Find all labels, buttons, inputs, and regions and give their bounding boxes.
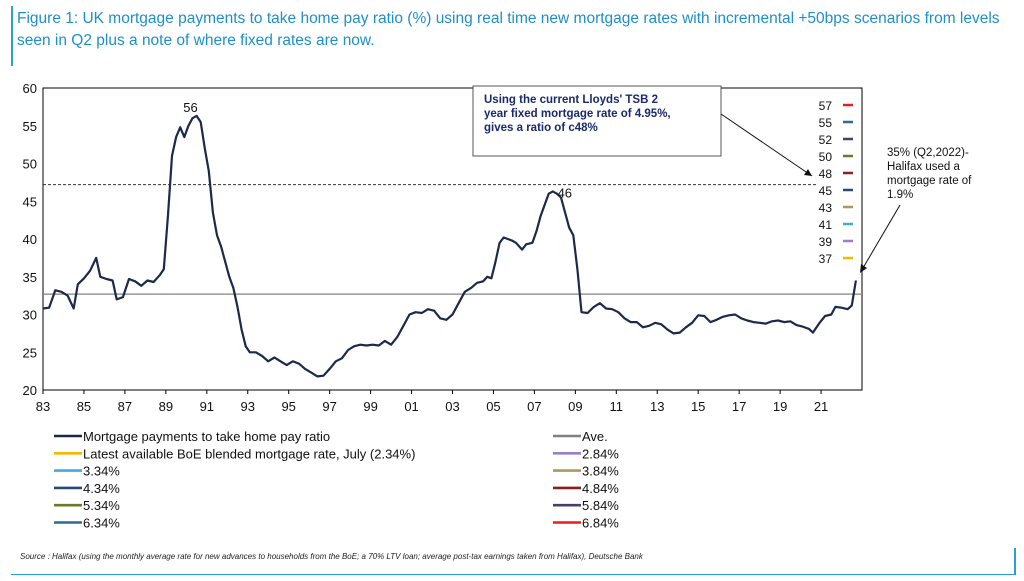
legend-label: 5.34% xyxy=(83,498,120,513)
y-tick-label: 55 xyxy=(23,119,37,134)
x-tick-label: 01 xyxy=(404,399,418,414)
peak-label: 46 xyxy=(558,185,572,200)
x-tick-label: 05 xyxy=(486,399,500,414)
scenario-label: 41 xyxy=(819,218,833,232)
legend-label: 4.34% xyxy=(83,481,120,496)
scenario-label: 52 xyxy=(819,133,833,147)
x-tick-label: 99 xyxy=(363,399,377,414)
y-tick-label: 40 xyxy=(23,232,37,247)
scenario-label: 45 xyxy=(819,184,833,198)
note-text: 35% (Q2,2022)- xyxy=(887,147,969,159)
peak-label: 56 xyxy=(183,100,197,115)
y-tick-label: 20 xyxy=(23,383,37,398)
x-tick-label: 85 xyxy=(77,399,91,414)
legend-label: 3.34% xyxy=(83,464,120,479)
scenario-label: 48 xyxy=(819,167,833,181)
callout-arrowhead xyxy=(804,169,812,176)
x-tick-label: 07 xyxy=(527,399,541,414)
legend-label: 4.84% xyxy=(582,481,619,496)
chart-series xyxy=(42,114,857,378)
callout-box xyxy=(472,85,722,157)
x-tick-label: 83 xyxy=(36,399,50,414)
y-tick-label: 45 xyxy=(23,194,37,209)
title-accent-bar xyxy=(11,6,13,66)
note-arrowhead xyxy=(860,264,867,273)
y-tick-label: 60 xyxy=(23,81,37,96)
line-chart: 20 25 30 35 40 45 50 55 60 83 85 87 89 91 93 95 97 99 01 03… xyxy=(23,81,973,531)
scenario-label: 37 xyxy=(819,252,833,266)
x-tick-label: 97 xyxy=(322,399,336,414)
callout-text: Using the current Lloyds' TSB 2 xyxy=(484,94,658,106)
callout-text: gives a ratio of c48% xyxy=(484,122,598,134)
y-tick-label: 35 xyxy=(23,270,37,285)
scenario-label: 57 xyxy=(819,99,833,113)
x-tick-label: 19 xyxy=(773,399,787,414)
note-text: Halifax used a xyxy=(887,161,960,173)
scenario-label: 50 xyxy=(819,150,833,164)
callout-arrow xyxy=(720,113,813,177)
note-arrow xyxy=(862,204,901,269)
x-tick-label: 21 xyxy=(814,399,828,414)
x-tick-label: 91 xyxy=(200,399,214,414)
frame-bottom-rule xyxy=(11,574,1016,575)
chart-legend: Mortgage payments to take home pay ratio… xyxy=(54,429,619,531)
legend-label: Latest available BoE blended mortgage ra… xyxy=(83,446,415,461)
x-tick-label: 89 xyxy=(159,399,173,414)
callout-text: year fixed mortgage rate of 4.95%, xyxy=(484,108,671,120)
legend-label: Mortgage payments to take home pay ratio xyxy=(83,429,330,444)
x-tick-label: 03 xyxy=(445,399,459,414)
legend-label: 6.34% xyxy=(83,516,120,531)
x-tick-label: 15 xyxy=(691,399,705,414)
figure-title: Figure 1: UK mortgage payments to take h… xyxy=(17,10,1000,49)
x-tick-label: 87 xyxy=(118,399,132,414)
scenario-label: 55 xyxy=(819,116,833,130)
y-tick-label: 30 xyxy=(23,308,37,323)
scenario-label: 43 xyxy=(819,201,833,215)
note-text: 1.9% xyxy=(887,189,913,201)
x-tick-label: 93 xyxy=(241,399,255,414)
y-tick-label: 25 xyxy=(23,345,37,360)
ratio-series-line xyxy=(42,114,857,378)
legend-label: Ave. xyxy=(582,429,608,444)
note-text: mortgage rate of xyxy=(887,175,972,187)
reference-lines xyxy=(43,184,862,295)
legend-label: 3.84% xyxy=(582,464,619,479)
chart-annotations: 56 46 Using the current Lloyds' TSB 2 year … xyxy=(183,85,972,273)
x-tick-label: 95 xyxy=(281,399,295,414)
scenario-markers: 57 55 52 50 48 45 43 41 39 37 xyxy=(819,99,853,266)
frame-corner xyxy=(1014,548,1016,574)
chart-axes: 20 25 30 35 40 45 50 55 60 83 85 87 89 91 93 95 97 99 01 03… xyxy=(23,81,863,414)
y-tick-label: 50 xyxy=(23,157,37,172)
legend-label: 5.84% xyxy=(582,498,619,513)
source-note: Source : Halifax (using the monthly aver… xyxy=(20,552,643,561)
x-tick-label: 17 xyxy=(732,399,746,414)
x-tick-label: 09 xyxy=(568,399,582,414)
x-tick-label: 13 xyxy=(650,399,664,414)
x-tick-label: 11 xyxy=(610,399,624,414)
scenario-label: 39 xyxy=(819,235,833,249)
legend-label: 2.84% xyxy=(582,446,619,461)
legend-label: 6.84% xyxy=(582,516,619,531)
